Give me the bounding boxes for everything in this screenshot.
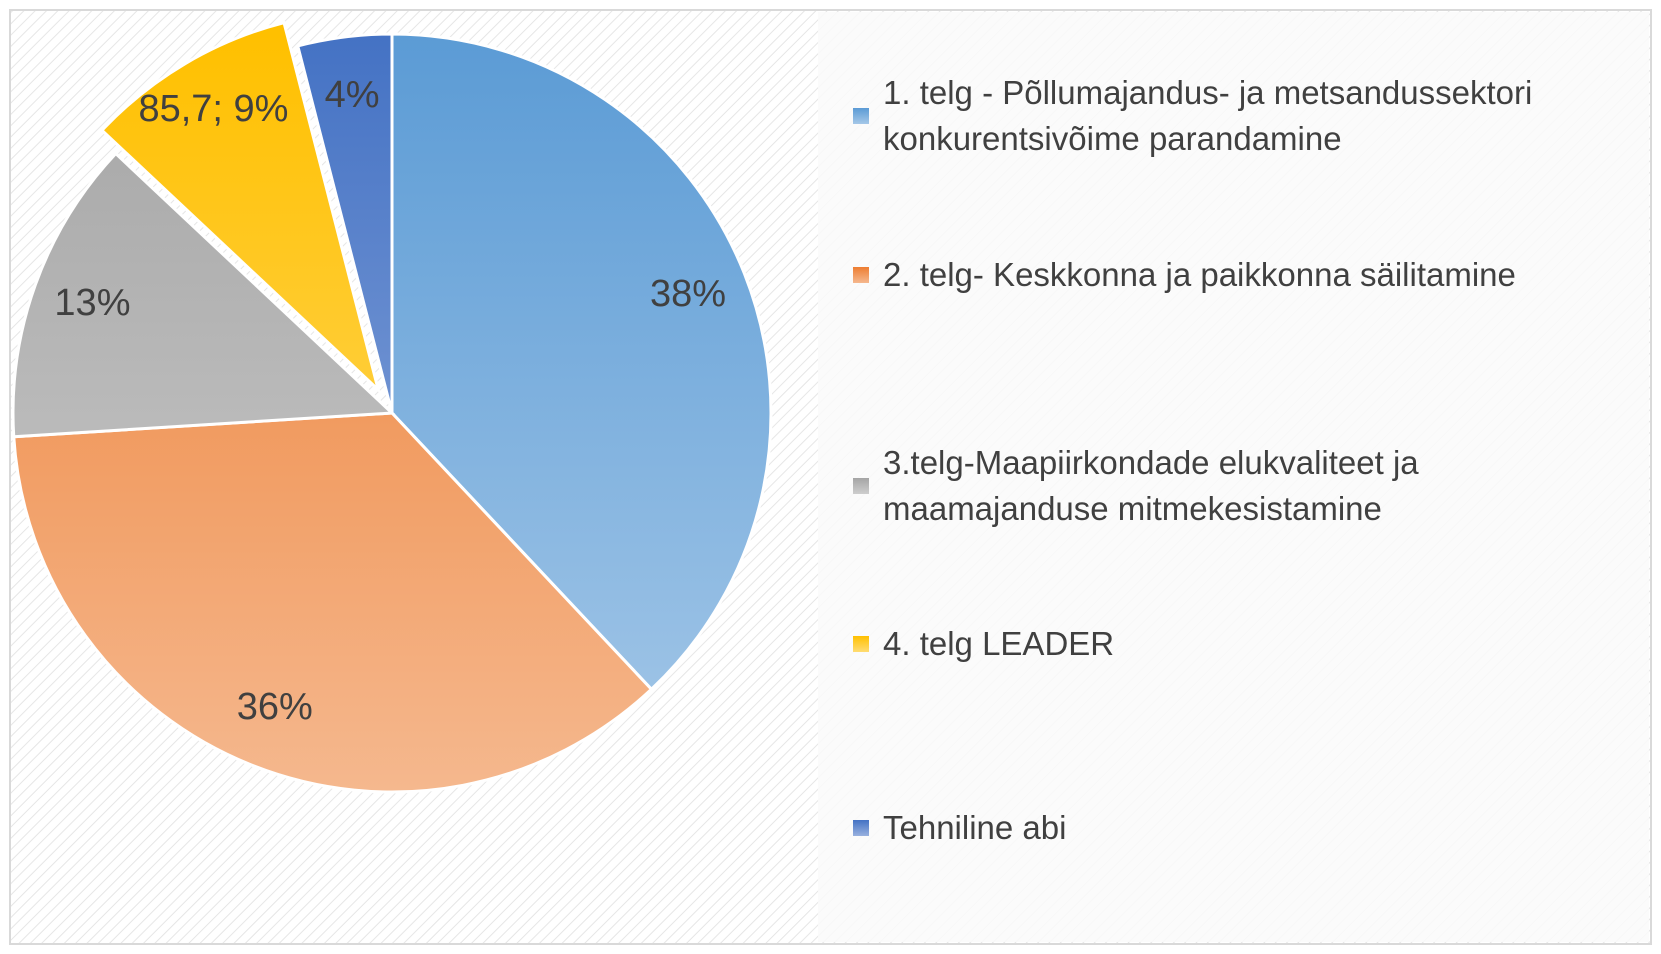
- legend-label: 3.telg-Maapiirkondade elukvaliteet ja ma…: [883, 444, 1419, 528]
- legend-label: Tehniline abi: [883, 809, 1067, 846]
- legend-label: 1. telg - Põllumajandus- ja metsandussek…: [883, 74, 1533, 158]
- legend-item: 2. telg- Keskkonna ja paikkonna säilitam…: [853, 252, 1643, 298]
- legend-swatch: [853, 267, 869, 284]
- legend-background: [818, 12, 1649, 942]
- data-label: 36%: [237, 686, 313, 728]
- pie-slice: [295, 32, 394, 414]
- legend-item: 4. telg LEADER: [853, 621, 1643, 667]
- pie-slice: [11, 151, 396, 439]
- data-label: 4%: [325, 74, 380, 116]
- legend-item: 1. telg - Põllumajandus- ja metsandussek…: [853, 70, 1643, 162]
- legend-item: 3.telg-Maapiirkondade elukvaliteet ja ma…: [853, 440, 1643, 532]
- legend-swatch: [853, 478, 869, 495]
- legend-swatch: [853, 820, 869, 837]
- pie-slice: [390, 32, 773, 692]
- legend-label: 4. telg LEADER: [883, 625, 1115, 662]
- pie-slice: [12, 411, 654, 794]
- pie-slice: [99, 20, 381, 395]
- data-label: 85,7; 9%: [138, 88, 288, 130]
- legend-swatch: [853, 108, 869, 125]
- data-label: 38%: [650, 273, 726, 315]
- legend-swatch: [853, 636, 869, 653]
- legend-label: 2. telg- Keskkonna ja paikkonna säilitam…: [883, 256, 1516, 293]
- data-label: 13%: [54, 282, 130, 324]
- legend-item: Tehniline abi: [853, 805, 1643, 851]
